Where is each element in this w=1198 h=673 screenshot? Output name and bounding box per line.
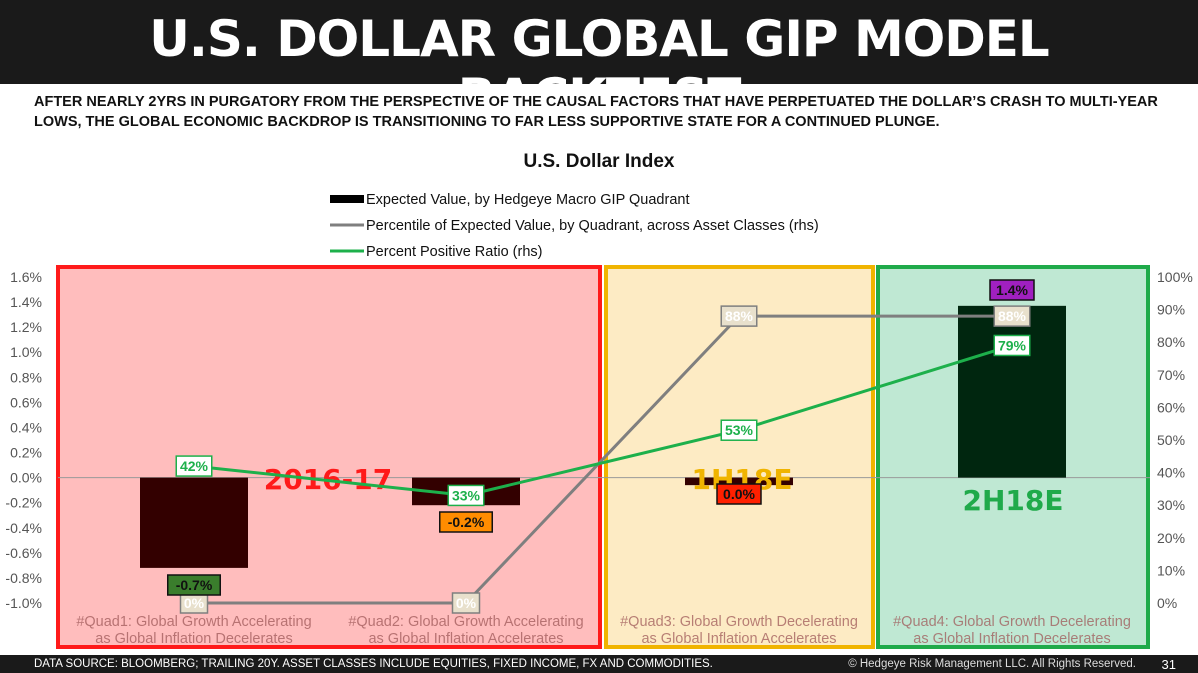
- percentile-label-4: 88%: [998, 308, 1027, 324]
- positive-ratio-label-2: 33%: [452, 487, 481, 503]
- right-axis-tick: 20%: [1157, 530, 1185, 546]
- left-axis-tick: 0.2%: [10, 445, 42, 461]
- category-label-3: as Global Inflation Accelerates: [641, 631, 836, 647]
- copyright-note: © Hedgeye Risk Management LLC. All Right…: [848, 658, 1136, 670]
- positive-ratio-label-1: 42%: [180, 458, 209, 474]
- percentile-line: [194, 314, 1012, 605]
- left-axis-tick: 0.0%: [10, 470, 42, 486]
- category-label-4: #Quad4: Global Growth Decelerating: [893, 614, 1131, 630]
- bar-label-3: 0.0%: [723, 486, 755, 502]
- data-source-note: DATA SOURCE: BLOOMBERG; TRAILING 20Y. AS…: [34, 658, 713, 670]
- legend-label-3: Percent Positive Ratio (rhs): [366, 244, 542, 260]
- bar-label-3-box: [716, 483, 762, 505]
- right-axis-tick: 90%: [1157, 302, 1185, 318]
- positive-ratio-label-4-box: [993, 334, 1031, 357]
- category-label-2: as Global Inflation Accelerates: [368, 631, 563, 647]
- period-box-2: [604, 265, 875, 649]
- right-axis-tick: 60%: [1157, 399, 1185, 415]
- left-axis-tick: 0.6%: [10, 394, 42, 410]
- positive-ratio-label-3: 53%: [725, 422, 754, 438]
- category-label-1: #Quad1: Global Growth Accelerating: [76, 614, 311, 630]
- bar-4: [958, 305, 1066, 478]
- left-axis-tick: 0.4%: [10, 419, 42, 435]
- right-axis-tick: 30%: [1157, 497, 1185, 513]
- legend-label-1: Expected Value, by Hedgeye Macro GIP Qua…: [366, 192, 689, 208]
- positive-ratio-line: [193, 344, 1013, 497]
- bar-label-2-box: [439, 511, 493, 533]
- positive-ratio-label-3-box: [720, 419, 758, 441]
- right-axis-tick: 10%: [1157, 562, 1185, 578]
- right-axis-tick: 70%: [1157, 367, 1185, 383]
- right-axis-tick: 0%: [1157, 595, 1177, 611]
- left-axis-tick: 1.4%: [10, 294, 42, 310]
- bar-label-4: 1.4%: [996, 282, 1028, 298]
- left-axis-tick: -0.6%: [5, 545, 42, 561]
- left-axis-tick: 1.0%: [10, 344, 42, 360]
- header-bar: U.S. DOLLAR GLOBAL GIP MODEL BACKTEST: [0, 0, 1198, 126]
- left-axis-tick: 1.2%: [10, 319, 42, 335]
- category-label-4: as Global Inflation Decelerates: [913, 631, 1110, 647]
- left-axis-tick: -0.8%: [5, 570, 42, 586]
- period-label-3: 2H18E: [962, 484, 1063, 517]
- bar-label-4-box: [989, 279, 1035, 301]
- positive-ratio-label-4: 79%: [998, 337, 1027, 353]
- footer-bar: DATA SOURCE: BLOOMBERG; TRAILING 20Y. AS…: [0, 655, 1198, 673]
- percentile-label-3: 88%: [725, 308, 754, 324]
- right-axis-tick: 40%: [1157, 465, 1185, 481]
- percentile-label-3-box: [720, 305, 758, 327]
- left-axis-tick: -1.0%: [5, 595, 42, 611]
- legend-swatch-1: [330, 195, 364, 203]
- bar-1: [140, 477, 248, 568]
- category-label-2: #Quad2: Global Growth Accelerating: [348, 614, 583, 630]
- page-subtitle: AFTER NEARLY 2YRS IN PURGATORY FROM THE …: [34, 94, 1158, 130]
- percentile-label-1: 0%: [184, 595, 205, 611]
- bar-label-1-box: [167, 574, 221, 596]
- chart-title: U.S. Dollar Index: [524, 151, 675, 172]
- left-axis-tick: 1.6%: [10, 269, 42, 285]
- percentile-label-2: 0%: [456, 595, 477, 611]
- left-axis-tick: -0.2%: [5, 495, 42, 511]
- right-axis-tick: 100%: [1157, 269, 1193, 285]
- left-axis-tick: 0.8%: [10, 369, 42, 385]
- positive-ratio-label-2-box: [447, 484, 485, 507]
- left-axis-tick: -0.4%: [5, 520, 42, 536]
- bar-3: [685, 477, 793, 486]
- period-box-1: [56, 265, 602, 649]
- category-label-1: as Global Inflation Decelerates: [95, 631, 292, 647]
- page-number: 31: [1161, 657, 1176, 672]
- bar-label-2: -0.2%: [448, 514, 485, 530]
- page-title: U.S. DOLLAR GLOBAL GIP MODEL BACKTEST: [149, 10, 1050, 126]
- category-label-3: #Quad3: Global Growth Decelerating: [620, 614, 858, 630]
- right-axis-tick: 50%: [1157, 432, 1185, 448]
- legend-label-2: Percentile of Expected Value, by Quadran…: [366, 218, 819, 234]
- percentile-label-4-box: [993, 305, 1031, 327]
- percentile-label-2-box: [451, 592, 481, 614]
- right-axis-tick: 80%: [1157, 334, 1185, 350]
- bar-label-1: -0.7%: [176, 577, 213, 593]
- positive-ratio-label-1-box: [175, 455, 213, 477]
